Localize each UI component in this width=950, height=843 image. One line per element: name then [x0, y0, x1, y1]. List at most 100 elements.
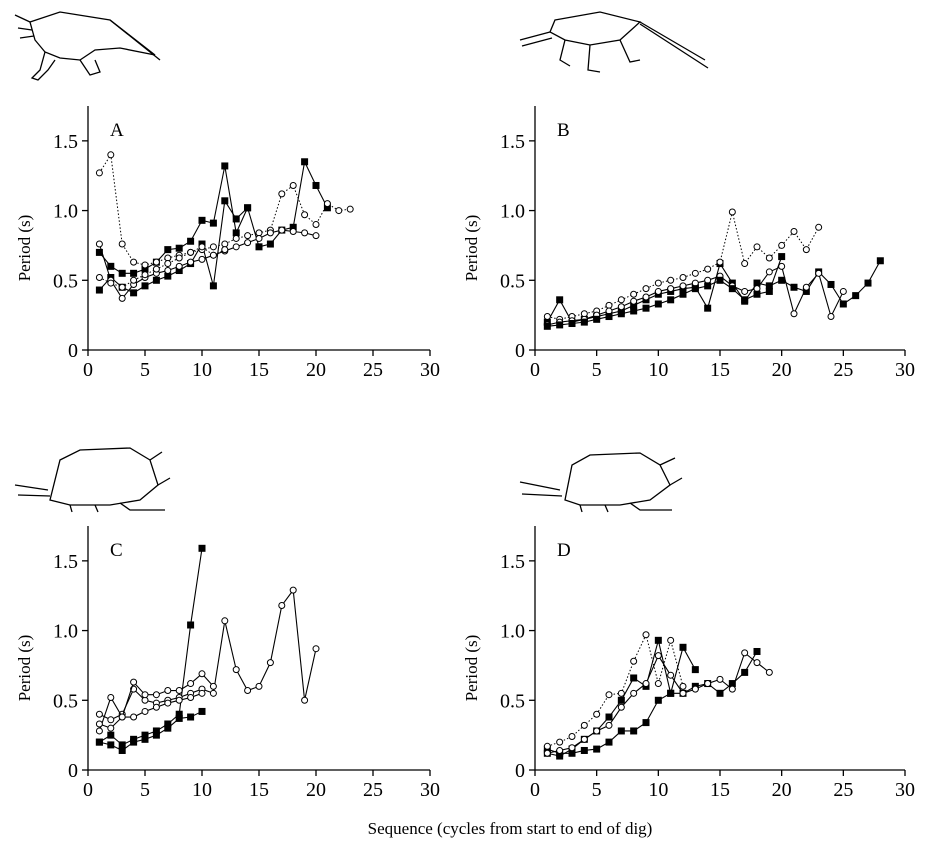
- square-marker: [141, 735, 149, 743]
- circle-marker: [187, 248, 195, 256]
- circle-marker: [244, 687, 252, 695]
- x-tick-label: 15: [249, 359, 269, 381]
- circle-marker: [815, 223, 823, 231]
- panel: 0 0.5 1.0 1.5 0 5 10 15 20 25 30 C Period (s): [15, 526, 440, 801]
- circle-marker: [580, 721, 588, 729]
- circle-marker: [187, 693, 195, 701]
- circle-marker: [704, 680, 712, 688]
- circle-marker: [765, 254, 773, 262]
- circle-marker: [605, 721, 613, 729]
- x-tick-label: 15: [249, 779, 269, 801]
- circle-marker: [266, 229, 274, 237]
- circle-marker: [152, 703, 160, 711]
- x-tick-label: 10: [192, 359, 212, 381]
- square-marker: [95, 738, 103, 746]
- circle-marker: [335, 207, 343, 215]
- circle-marker: [130, 258, 138, 266]
- square-marker: [580, 746, 588, 754]
- circle-marker: [753, 243, 761, 251]
- x-tick-label: 0: [530, 359, 540, 381]
- circle-marker: [716, 675, 724, 683]
- circle-marker: [107, 724, 115, 732]
- circle-marker: [741, 260, 749, 268]
- y-tick-label: 1.5: [53, 131, 78, 153]
- square-marker: [232, 215, 240, 223]
- circle-marker: [198, 243, 206, 251]
- square-marker: [765, 282, 773, 290]
- circle-marker: [568, 744, 576, 752]
- circle-marker: [232, 243, 240, 251]
- x-tick-label: 20: [306, 359, 326, 381]
- circle-marker: [118, 294, 126, 302]
- circle-marker: [187, 680, 195, 688]
- square-marker: [175, 267, 183, 275]
- animal-drawing: [14, 11, 161, 81]
- circle-marker: [654, 680, 662, 688]
- series-line: [547, 633, 684, 747]
- y-tick-label: 1.5: [500, 131, 525, 153]
- x-tick-label: 25: [363, 779, 383, 801]
- y-tick-label: 1.0: [53, 201, 78, 223]
- circle-marker: [198, 255, 206, 263]
- circle-marker: [118, 240, 126, 248]
- square-marker: [95, 248, 103, 256]
- circle-marker: [630, 297, 638, 305]
- animal-drawings: [14, 11, 709, 513]
- circle-marker: [654, 652, 662, 660]
- square-marker: [118, 741, 126, 749]
- square-marker: [107, 731, 115, 739]
- animal-drawing: [519, 452, 683, 513]
- square-marker: [556, 752, 564, 760]
- series-line: [99, 548, 203, 746]
- square-marker: [187, 237, 195, 245]
- square-marker: [790, 283, 798, 291]
- circle-marker: [232, 234, 240, 242]
- circle-marker: [244, 232, 252, 240]
- circle-marker: [164, 260, 172, 268]
- x-tick-label: 25: [833, 779, 853, 801]
- x-tick-label: 25: [363, 359, 383, 381]
- square-marker: [164, 724, 172, 732]
- x-tick-label: 30: [895, 359, 915, 381]
- circle-marker: [778, 262, 786, 270]
- x-tick-label: 10: [192, 779, 212, 801]
- y-tick-label: 0.5: [500, 690, 525, 712]
- circle-marker: [130, 678, 138, 686]
- circle-marker: [543, 742, 551, 750]
- square-marker: [716, 276, 724, 284]
- series-line: [99, 246, 226, 288]
- square-marker: [864, 279, 872, 287]
- circle-marker: [107, 716, 115, 724]
- circle-marker: [593, 727, 601, 735]
- square-marker: [605, 713, 613, 721]
- circle-marker: [630, 657, 638, 665]
- square-marker: [130, 269, 138, 277]
- square-marker: [175, 244, 183, 252]
- square-marker: [152, 727, 160, 735]
- circle-marker: [164, 267, 172, 275]
- y-tick-label: 0.5: [53, 270, 78, 292]
- circle-marker: [815, 269, 823, 277]
- circle-marker: [95, 273, 103, 281]
- circle-marker: [175, 696, 183, 704]
- x-tick-label: 0: [83, 779, 93, 801]
- square-marker: [765, 287, 773, 295]
- square-marker: [741, 668, 749, 676]
- circle-marker: [278, 190, 286, 198]
- y-tick-label: 0: [68, 340, 78, 362]
- square-marker: [605, 313, 613, 321]
- circle-marker: [778, 241, 786, 249]
- circle-marker: [667, 285, 675, 293]
- square-marker: [209, 219, 217, 227]
- square-marker: [753, 279, 761, 287]
- square-marker: [175, 710, 183, 718]
- y-tick-label: 1.5: [500, 551, 525, 573]
- circle-marker: [556, 738, 564, 746]
- square-marker: [654, 300, 662, 308]
- square-marker: [654, 636, 662, 644]
- square-marker: [778, 253, 786, 261]
- square-marker: [802, 287, 810, 295]
- square-marker: [593, 745, 601, 753]
- x-tick-label: 20: [772, 359, 792, 381]
- square-marker: [556, 321, 564, 329]
